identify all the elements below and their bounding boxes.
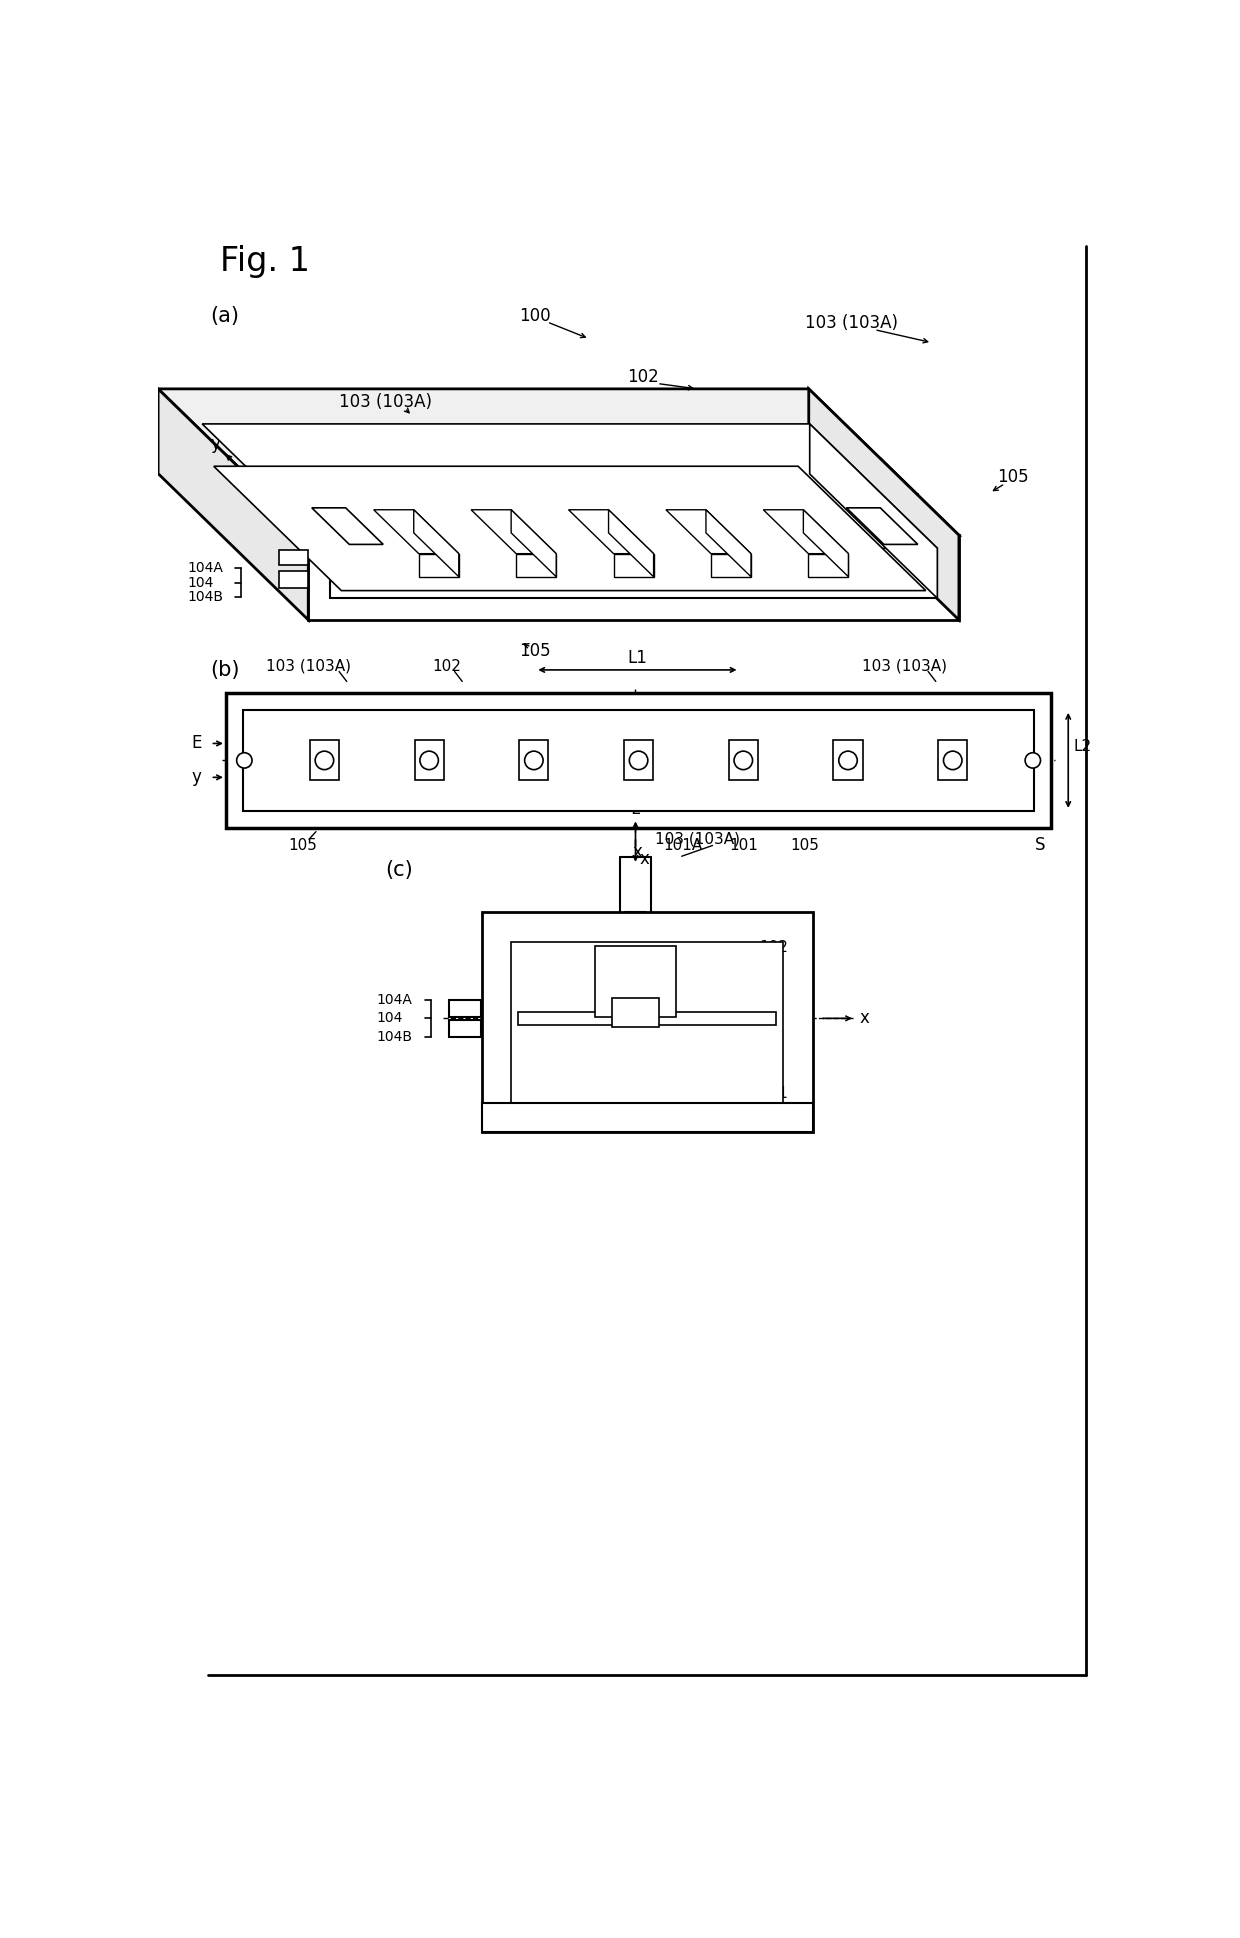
Polygon shape: [414, 510, 459, 578]
Circle shape: [838, 752, 857, 769]
Text: (a): (a): [211, 306, 239, 326]
Polygon shape: [706, 510, 751, 578]
Text: 103 (103A): 103 (103A): [863, 659, 947, 674]
Polygon shape: [711, 554, 751, 578]
Text: 101A: 101A: [818, 508, 861, 525]
Text: 103 (103A): 103 (103A): [265, 659, 351, 674]
Text: 104B: 104B: [187, 589, 223, 605]
Polygon shape: [511, 510, 557, 578]
Text: 100: 100: [520, 306, 552, 326]
Polygon shape: [471, 510, 557, 554]
Polygon shape: [614, 554, 653, 578]
Polygon shape: [609, 510, 653, 578]
Text: E: E: [191, 735, 202, 752]
Circle shape: [734, 752, 753, 769]
Circle shape: [630, 752, 647, 769]
Bar: [611, 998, 660, 1027]
Text: S: S: [1034, 837, 1045, 855]
Text: 102: 102: [433, 659, 461, 674]
Text: 102: 102: [627, 368, 660, 386]
Text: 104: 104: [187, 576, 213, 589]
Text: 103 (103A): 103 (103A): [805, 314, 898, 333]
Polygon shape: [419, 554, 459, 578]
Polygon shape: [804, 510, 848, 578]
Text: x: x: [295, 469, 305, 488]
Polygon shape: [810, 424, 937, 599]
Text: 104: 104: [377, 1012, 403, 1025]
Bar: [939, 740, 967, 781]
Bar: [833, 740, 863, 781]
Bar: [243, 709, 1034, 810]
Bar: [226, 694, 1052, 828]
Polygon shape: [808, 554, 848, 578]
Bar: [511, 942, 784, 1103]
Text: 103 (103A): 103 (103A): [339, 393, 432, 411]
Circle shape: [525, 752, 543, 769]
Polygon shape: [373, 510, 459, 554]
Text: 104A: 104A: [187, 562, 223, 576]
Text: 102: 102: [760, 940, 789, 955]
Bar: [310, 740, 339, 781]
Text: x: x: [859, 1010, 869, 1027]
Polygon shape: [847, 508, 918, 545]
Polygon shape: [568, 510, 653, 554]
Text: 101: 101: [760, 1085, 789, 1101]
Text: L1: L1: [627, 649, 647, 667]
Polygon shape: [213, 467, 926, 591]
Text: 104A: 104A: [376, 992, 412, 1008]
Polygon shape: [666, 510, 751, 554]
Text: y: y: [210, 434, 219, 453]
Polygon shape: [202, 424, 937, 548]
Text: (c): (c): [386, 860, 413, 880]
Text: 105: 105: [289, 837, 317, 853]
Polygon shape: [159, 390, 309, 620]
Polygon shape: [330, 548, 937, 599]
Bar: [595, 946, 676, 1017]
Circle shape: [315, 752, 334, 769]
Text: (b): (b): [211, 661, 241, 680]
Text: 105: 105: [790, 837, 820, 853]
Polygon shape: [279, 550, 309, 564]
Bar: [520, 740, 548, 781]
Text: L2: L2: [1073, 738, 1091, 754]
Circle shape: [420, 752, 439, 769]
Text: 104B: 104B: [376, 1029, 412, 1045]
Text: 103 (103A): 103 (103A): [655, 831, 739, 847]
Polygon shape: [159, 390, 959, 535]
Bar: [481, 1103, 812, 1132]
Bar: [449, 1000, 481, 1017]
Text: z: z: [246, 421, 255, 438]
Text: z: z: [631, 800, 640, 818]
Text: 101A: 101A: [663, 837, 703, 853]
Polygon shape: [764, 510, 848, 554]
Polygon shape: [808, 390, 959, 620]
Circle shape: [1025, 752, 1040, 767]
Circle shape: [237, 752, 252, 767]
Bar: [729, 740, 758, 781]
Bar: [481, 913, 812, 1132]
Text: 101: 101: [750, 552, 782, 572]
Text: y: y: [192, 767, 202, 787]
Text: 105: 105: [520, 641, 552, 659]
Bar: [518, 1012, 776, 1025]
Polygon shape: [279, 572, 309, 587]
Polygon shape: [309, 535, 959, 620]
Text: x: x: [632, 843, 642, 860]
Bar: [414, 740, 444, 781]
Text: 105: 105: [997, 469, 1029, 486]
Text: x: x: [640, 849, 650, 868]
Circle shape: [944, 752, 962, 769]
Polygon shape: [311, 508, 383, 545]
Text: 101: 101: [729, 837, 758, 853]
Text: Fig. 1: Fig. 1: [219, 246, 310, 279]
Polygon shape: [516, 554, 557, 578]
Bar: [449, 1019, 481, 1037]
Bar: [624, 740, 653, 781]
